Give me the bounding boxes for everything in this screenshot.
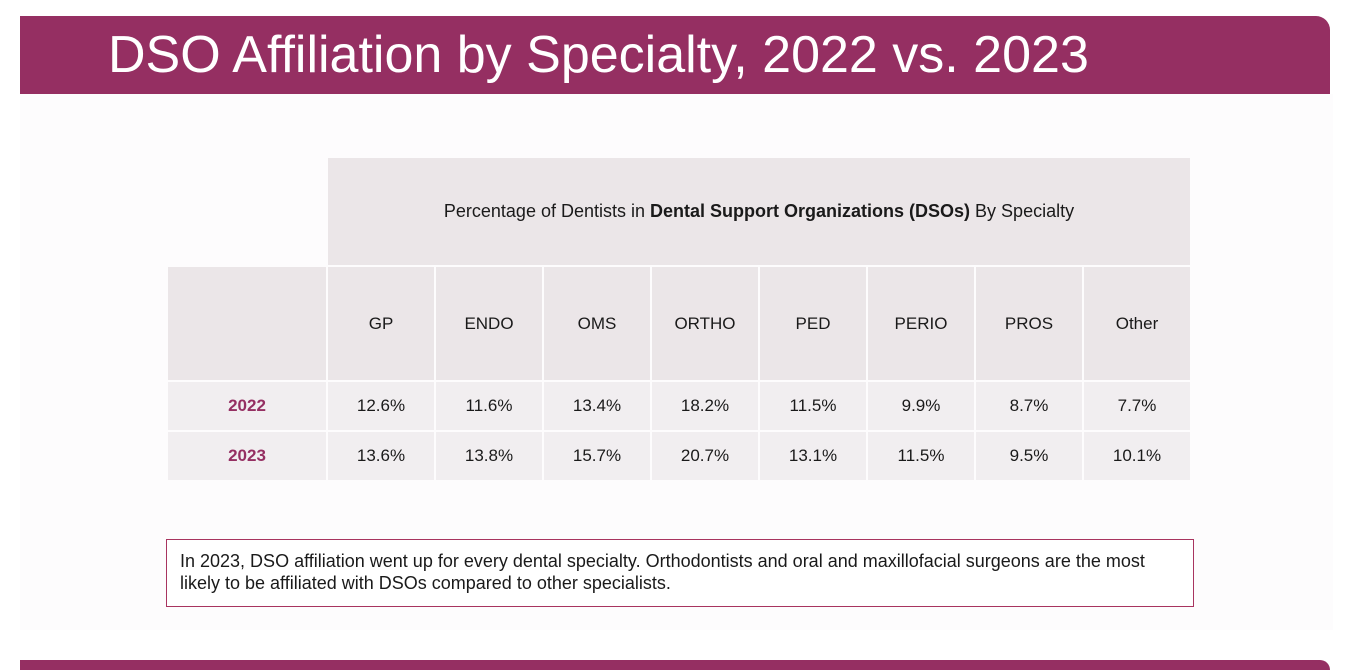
value-cell: 18.2% bbox=[652, 382, 758, 430]
value-cell: 11.6% bbox=[436, 382, 542, 430]
table-header-bold: Dental Support Organizations (DSOs) bbox=[650, 201, 971, 221]
blank-corner-cell bbox=[168, 158, 326, 265]
year-label: 2023 bbox=[168, 432, 326, 480]
table-header-cell: Percentage of Dentists in Dental Support… bbox=[328, 158, 1190, 265]
slide-title: DSO Affiliation by Specialty, 2022 vs. 2… bbox=[108, 26, 1089, 84]
value-cell: 12.6% bbox=[328, 382, 434, 430]
title-bar: DSO Affiliation by Specialty, 2022 vs. 2… bbox=[20, 16, 1330, 94]
value-cell: 13.8% bbox=[436, 432, 542, 480]
callout-text: In 2023, DSO affiliation went up for eve… bbox=[180, 551, 1145, 593]
value-cell: 11.5% bbox=[868, 432, 974, 480]
specialty-header: GP bbox=[328, 267, 434, 380]
value-cell: 13.6% bbox=[328, 432, 434, 480]
next-slide-bar bbox=[20, 660, 1330, 670]
value-cell: 10.1% bbox=[1084, 432, 1190, 480]
value-cell: 9.5% bbox=[976, 432, 1082, 480]
table-header-suffix: By Specialty bbox=[970, 201, 1075, 221]
year-label: 2022 bbox=[168, 382, 326, 430]
dso-table: Percentage of Dentists in Dental Support… bbox=[166, 156, 1192, 482]
specialty-header: OMS bbox=[544, 267, 650, 380]
table-header-prefix: Percentage of Dentists in bbox=[443, 201, 651, 221]
value-cell: 7.7% bbox=[1084, 382, 1190, 430]
callout-box: In 2023, DSO affiliation went up for eve… bbox=[166, 539, 1194, 607]
specialty-header: ENDO bbox=[436, 267, 542, 380]
specialty-header: PROS bbox=[976, 267, 1082, 380]
table-row: 2022 12.6% 11.6% 13.4% 18.2% 11.5% 9.9% … bbox=[168, 382, 1190, 430]
value-cell: 13.4% bbox=[544, 382, 650, 430]
value-cell: 11.5% bbox=[760, 382, 866, 430]
specialty-header: PERIO bbox=[868, 267, 974, 380]
specialty-header: ORTHO bbox=[652, 267, 758, 380]
specialty-header: Other bbox=[1084, 267, 1190, 380]
table-container: Percentage of Dentists in Dental Support… bbox=[168, 158, 1190, 480]
specialty-corner-cell bbox=[168, 267, 326, 380]
specialty-header-row: GP ENDO OMS ORTHO PED PERIO PROS Other bbox=[168, 267, 1190, 380]
specialty-header: PED bbox=[760, 267, 866, 380]
value-cell: 13.1% bbox=[760, 432, 866, 480]
value-cell: 15.7% bbox=[544, 432, 650, 480]
table-title-row: Percentage of Dentists in Dental Support… bbox=[168, 158, 1190, 265]
value-cell: 8.7% bbox=[976, 382, 1082, 430]
value-cell: 20.7% bbox=[652, 432, 758, 480]
table-row: 2023 13.6% 13.8% 15.7% 20.7% 13.1% 11.5%… bbox=[168, 432, 1190, 480]
value-cell: 9.9% bbox=[868, 382, 974, 430]
